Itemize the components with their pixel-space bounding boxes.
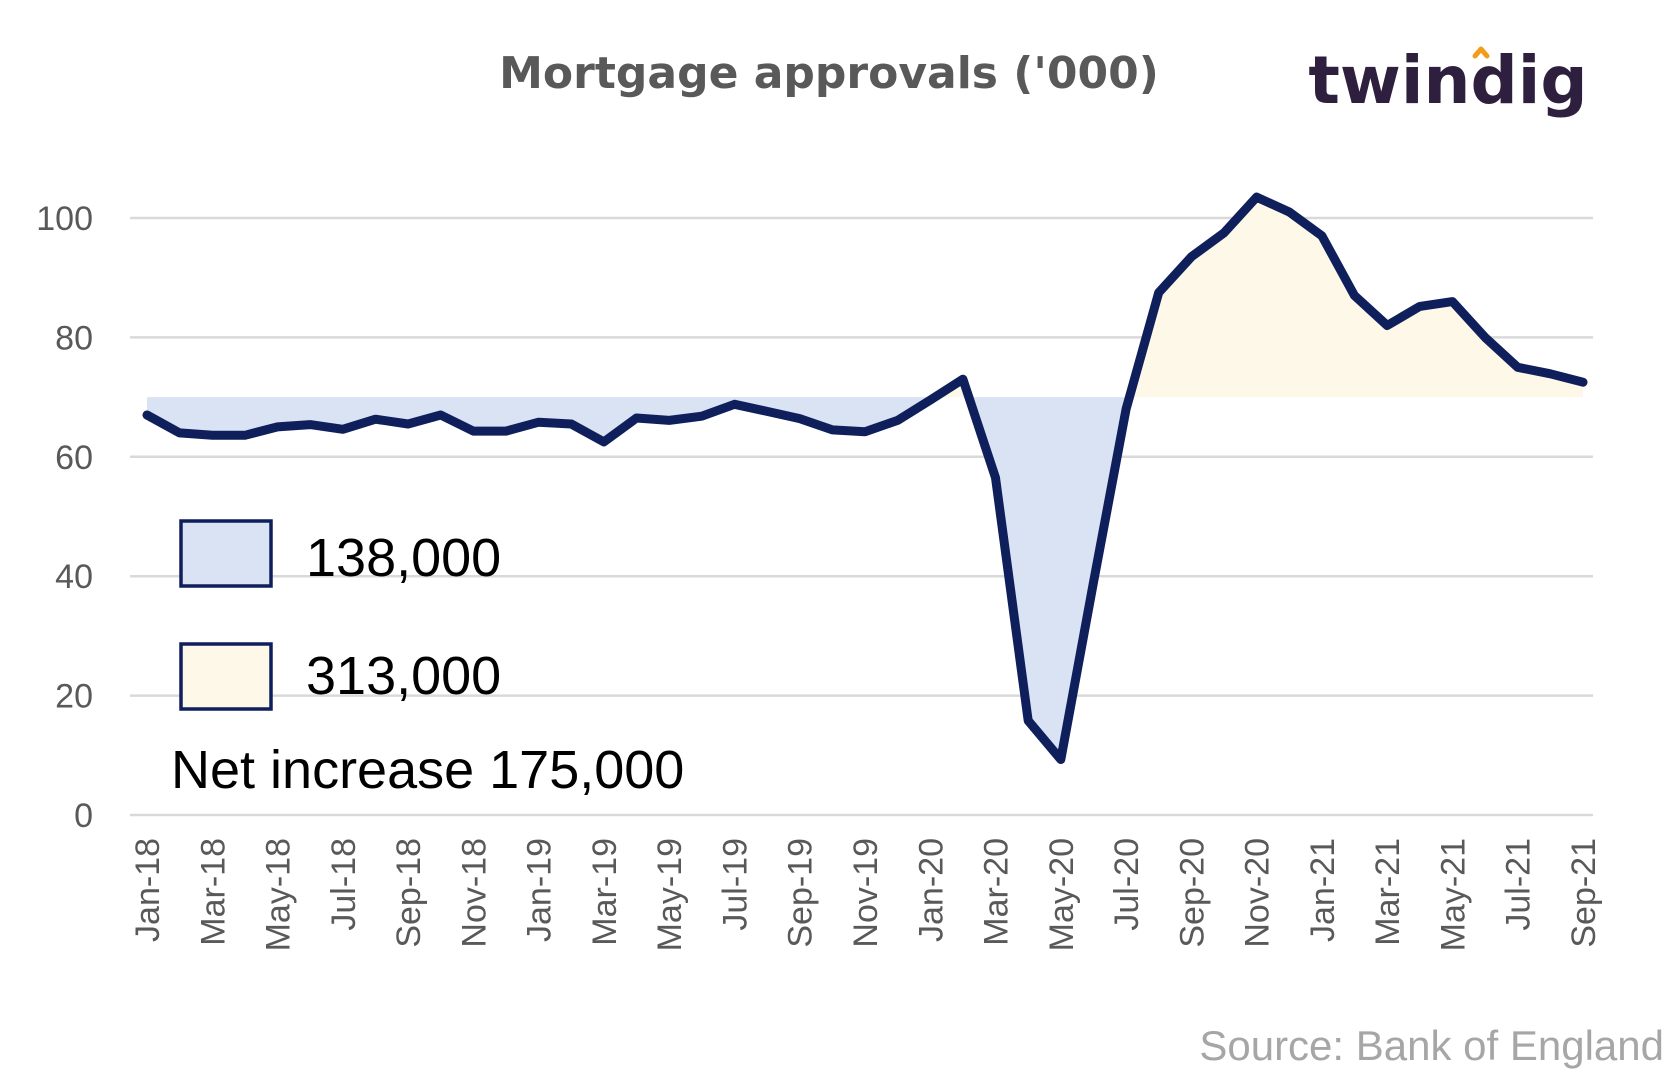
data-point xyxy=(341,428,344,431)
data-point xyxy=(1320,234,1323,237)
y-axis-ticks: 0 20 40 60 80 100 xyxy=(36,200,93,835)
source-note: Source: Bank of England xyxy=(1199,1022,1664,1069)
data-point xyxy=(537,421,540,424)
data-point xyxy=(1157,291,1160,294)
twindig-logo: twindig xyxy=(1308,42,1587,119)
legend: 138,000 313,000 Net increase 175,000 xyxy=(171,519,684,800)
data-point xyxy=(1288,211,1291,213)
data-point xyxy=(1125,408,1128,410)
x-tick-label: Jan-18 xyxy=(129,838,167,942)
y-tick-label: 100 xyxy=(36,200,93,238)
x-tick-label: Jul-19 xyxy=(716,838,754,931)
data-point xyxy=(831,428,834,431)
x-tick-label: Mar-19 xyxy=(586,838,624,946)
x-tick-label: May-18 xyxy=(260,838,298,951)
logo-text: twindig xyxy=(1308,42,1587,119)
y-tick-label: 0 xyxy=(74,797,93,835)
x-tick-label: Sep-18 xyxy=(390,838,428,948)
data-point xyxy=(1255,196,1258,199)
x-tick-label: May-21 xyxy=(1434,838,1472,951)
x-tick-label: Mar-20 xyxy=(978,838,1016,946)
x-tick-label: Mar-21 xyxy=(1369,838,1407,946)
data-point xyxy=(1484,336,1487,339)
data-point xyxy=(668,419,671,422)
data-point xyxy=(896,419,899,422)
x-tick-label: Jul-20 xyxy=(1108,838,1146,931)
data-point xyxy=(1582,381,1584,384)
x-tick-label: Jan-21 xyxy=(1304,838,1342,942)
x-tick-label: Sep-19 xyxy=(782,838,820,948)
y-tick-label: 20 xyxy=(55,678,93,716)
net-increase-label: Net increase 175,000 xyxy=(171,740,684,800)
data-point xyxy=(439,414,442,416)
x-tick-label: Nov-20 xyxy=(1239,838,1277,948)
data-point xyxy=(700,415,703,418)
data-point xyxy=(994,476,997,479)
data-point xyxy=(1027,719,1030,722)
data-point xyxy=(1223,231,1225,234)
x-tick-label: Mar-18 xyxy=(194,838,232,946)
data-point xyxy=(635,417,638,419)
data-point xyxy=(929,399,932,402)
data-point xyxy=(1190,255,1193,258)
data-point xyxy=(374,418,377,421)
data-point xyxy=(602,440,605,443)
legend-swatch-deficit xyxy=(179,519,273,588)
data-point xyxy=(178,431,181,434)
chart-title: Mortgage approvals ('000) xyxy=(499,48,1159,99)
data-point xyxy=(1353,294,1356,297)
data-point xyxy=(276,425,279,428)
data-point xyxy=(1092,581,1095,584)
x-tick-label: Jul-21 xyxy=(1500,838,1538,931)
x-tick-label: Jan-20 xyxy=(912,838,950,942)
x-tick-label: Jan-19 xyxy=(521,838,559,942)
deficit-area xyxy=(968,397,1130,760)
data-point xyxy=(407,423,410,425)
legend-swatch-surplus xyxy=(179,642,273,711)
x-tick-label: Nov-18 xyxy=(455,838,493,948)
data-point xyxy=(505,430,507,433)
data-point xyxy=(798,417,801,420)
y-tick-label: 60 xyxy=(55,439,93,477)
x-tick-label: Sep-20 xyxy=(1173,838,1211,948)
series-line-layer xyxy=(142,192,1588,764)
legend-label-surplus: 313,000 xyxy=(306,646,501,706)
y-tick-label: 40 xyxy=(55,558,93,596)
data-point xyxy=(211,434,214,437)
data-point xyxy=(1418,305,1421,308)
data-point xyxy=(1059,758,1062,761)
data-point xyxy=(1516,366,1519,369)
surplus-area xyxy=(1129,197,1583,398)
x-tick-label: Sep-21 xyxy=(1565,838,1603,948)
data-point xyxy=(961,378,964,381)
data-point xyxy=(472,430,475,433)
gridlines xyxy=(130,216,1593,817)
logo-accent-icon xyxy=(1472,46,1490,59)
data-point xyxy=(243,434,246,437)
data-point xyxy=(733,403,736,406)
y-tick-label: 80 xyxy=(55,319,93,357)
x-tick-label: Nov-19 xyxy=(847,838,885,948)
data-point xyxy=(1386,324,1389,327)
data-point xyxy=(766,410,769,413)
data-point xyxy=(570,423,573,425)
x-tick-label: May-19 xyxy=(651,838,689,951)
legend-label-deficit: 138,000 xyxy=(306,528,501,588)
data-point xyxy=(309,423,312,426)
data-point xyxy=(1451,300,1454,303)
x-tick-label: Jul-18 xyxy=(325,838,363,931)
data-point xyxy=(146,414,148,416)
data-point xyxy=(1549,372,1552,375)
data-point xyxy=(864,430,866,433)
x-tick-label: May-20 xyxy=(1043,838,1081,951)
x-axis-ticks: Jan-18 Mar-18 May-18 Jul-18 Sep-18 Nov-18 Jan-… xyxy=(129,838,1603,951)
